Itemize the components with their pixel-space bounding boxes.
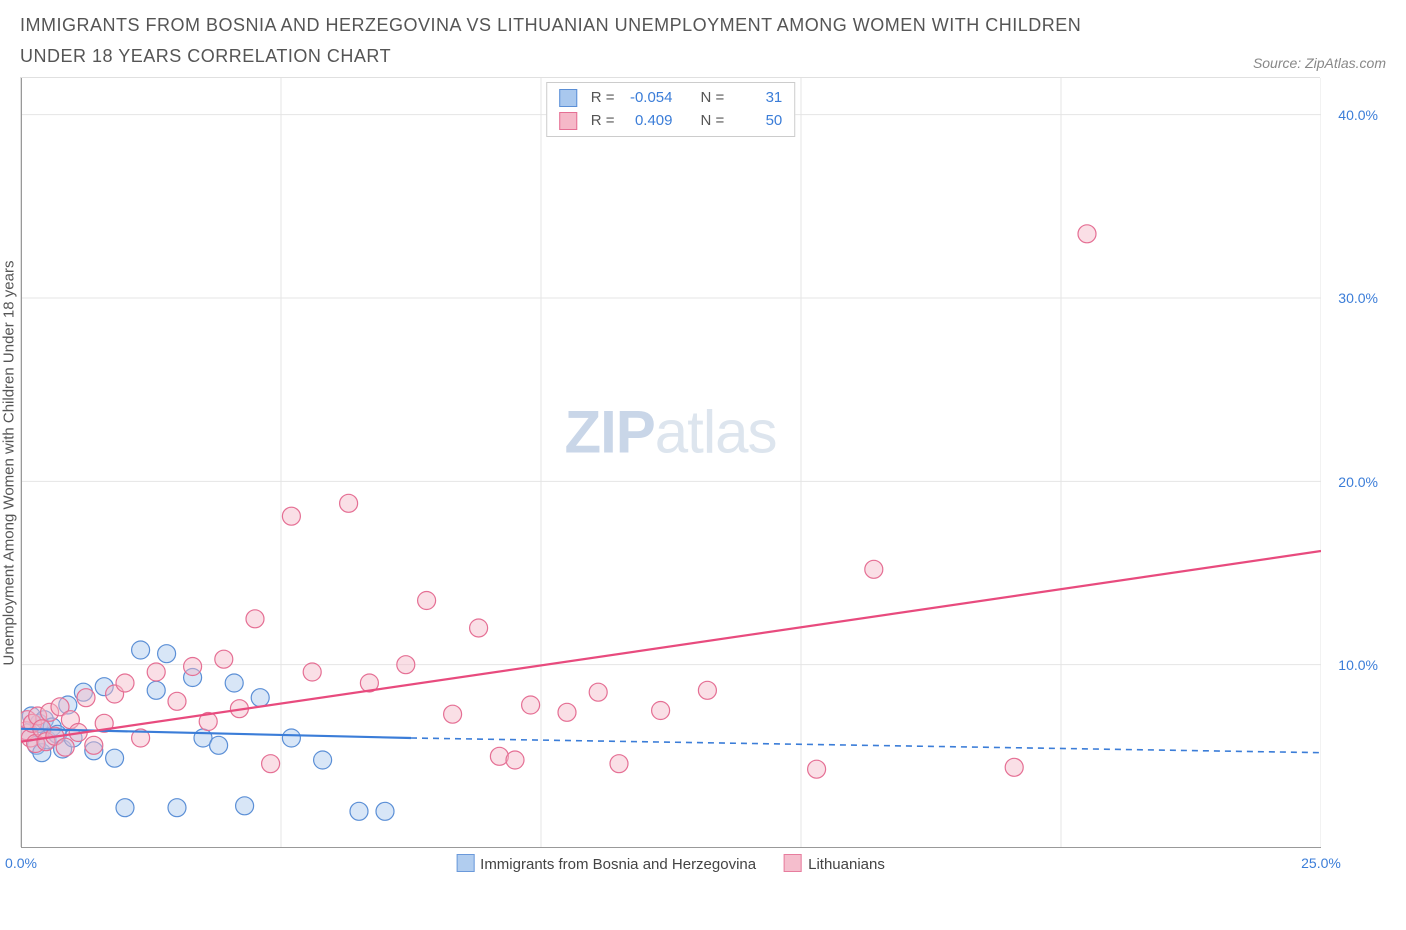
y-axis-label: Unemployment Among Women with Children U… bbox=[1, 260, 18, 665]
r-label: R = bbox=[591, 110, 615, 133]
correlation-row: R = 0.409 N = 50 bbox=[559, 110, 783, 133]
y-tick-label: 10.0% bbox=[1338, 657, 1378, 673]
legend-label: Lithuanians bbox=[808, 856, 885, 873]
legend-swatch bbox=[559, 89, 577, 107]
n-label: N = bbox=[701, 110, 725, 133]
chart-header: IMMIGRANTS FROM BOSNIA AND HERZEGOVINA V… bbox=[20, 10, 1386, 71]
y-tick-label: 20.0% bbox=[1338, 474, 1378, 490]
legend-swatch bbox=[559, 112, 577, 130]
legend-item: Lithuanians bbox=[784, 854, 885, 873]
y-tick-label: 40.0% bbox=[1338, 107, 1378, 123]
scatter-plot bbox=[21, 78, 1321, 848]
correlation-row: R = -0.054 N = 31 bbox=[559, 87, 783, 110]
n-value: 50 bbox=[732, 110, 782, 133]
chart-title: IMMIGRANTS FROM BOSNIA AND HERZEGOVINA V… bbox=[20, 10, 1120, 71]
chart-source: Source: ZipAtlas.com bbox=[1253, 55, 1386, 71]
legend-label: Immigrants from Bosnia and Herzegovina bbox=[480, 856, 756, 873]
legend-item: Immigrants from Bosnia and Herzegovina bbox=[456, 854, 756, 873]
series-legend: Immigrants from Bosnia and Herzegovina Li… bbox=[456, 854, 885, 873]
r-value: -0.054 bbox=[623, 87, 673, 110]
legend-swatch bbox=[456, 854, 474, 872]
chart-area: Unemployment Among Women with Children U… bbox=[20, 77, 1320, 847]
n-value: 31 bbox=[732, 87, 782, 110]
n-label: N = bbox=[701, 87, 725, 110]
r-value: 0.409 bbox=[623, 110, 673, 133]
correlation-legend: R = -0.054 N = 31 R = 0.409 N = 50 bbox=[546, 82, 796, 137]
r-label: R = bbox=[591, 87, 615, 110]
x-tick-label: 25.0% bbox=[1301, 855, 1341, 871]
legend-swatch bbox=[784, 854, 802, 872]
y-tick-label: 30.0% bbox=[1338, 290, 1378, 306]
x-tick-label: 0.0% bbox=[5, 855, 37, 871]
